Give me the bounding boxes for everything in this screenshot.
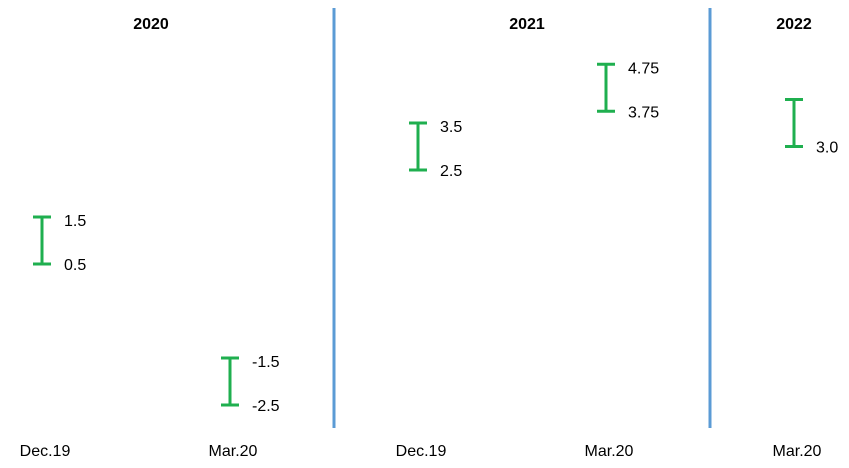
x-tick-label: Mar.20 [209,443,258,460]
group-label: 2021 [509,16,545,33]
value-label: 3.5 [440,119,462,136]
x-tick-label: Dec.19 [396,443,447,460]
value-label: 2.5 [440,163,462,180]
group-label: 2022 [776,16,812,33]
x-tick-label: Mar.20 [773,443,822,460]
value-label: -1.5 [252,354,280,371]
value-label: 4.75 [628,60,659,77]
value-label: -2.5 [252,398,280,415]
x-tick-label: Dec.19 [20,443,71,460]
value-label: 0.5 [64,257,86,274]
group-label: 2020 [133,16,169,33]
x-tick-label: Mar.20 [585,443,634,460]
value-label: 3.0 [816,140,838,157]
value-label: 3.75 [628,104,659,121]
value-label: 1.5 [64,213,86,230]
